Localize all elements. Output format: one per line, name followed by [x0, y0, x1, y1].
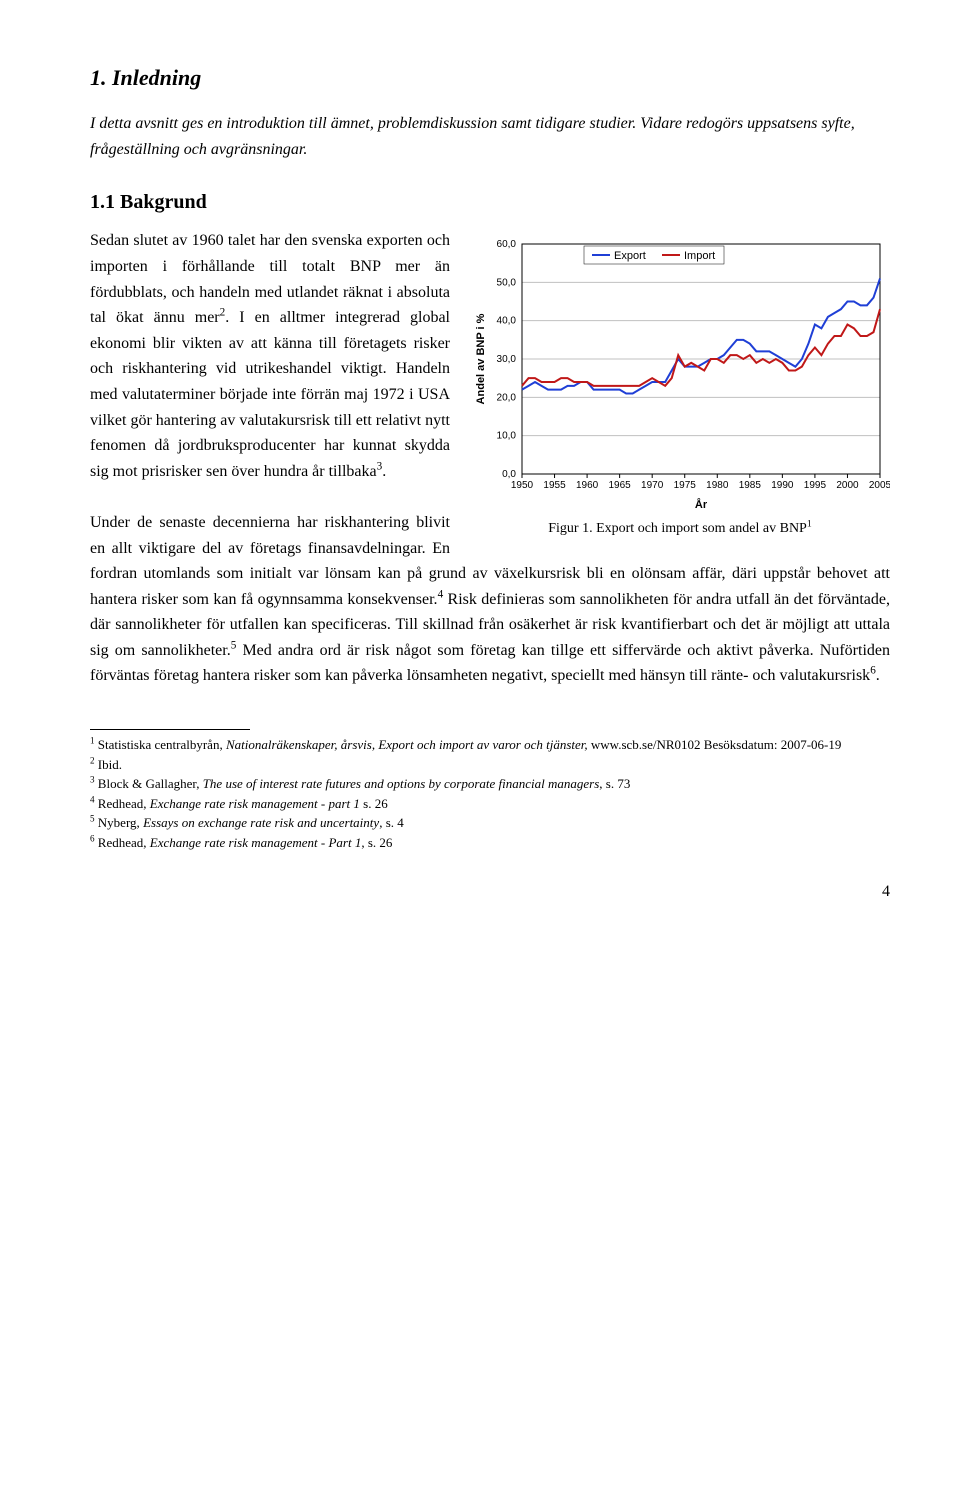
- page-number: 4: [90, 879, 890, 905]
- svg-text:50,0: 50,0: [497, 278, 517, 289]
- footnote-item: 3 Block & Gallagher, The use of interest…: [90, 775, 890, 793]
- svg-text:0,0: 0,0: [502, 469, 516, 480]
- line-chart: 0,0 10,0 20,0 30,0 40,0 50,0 60,0 1950 1955 1960 1…: [470, 234, 890, 514]
- svg-text:1960: 1960: [576, 480, 599, 491]
- heading-1: 1. Inledning: [90, 60, 890, 95]
- chart-caption-text: Figur 1. Export och import som andel av …: [548, 521, 807, 536]
- para-text: .: [382, 463, 386, 480]
- svg-text:1950: 1950: [511, 480, 534, 491]
- para-text: .: [876, 667, 880, 684]
- chart-caption: Figur 1. Export och import som andel av …: [470, 518, 890, 540]
- footnote-item: 2 Ibid.: [90, 756, 890, 774]
- svg-text:30,0: 30,0: [497, 354, 517, 365]
- svg-text:1995: 1995: [804, 480, 827, 491]
- chart-caption-sup: 1: [807, 519, 812, 530]
- para-text: . I en alltmer integrerad global ekonomi…: [90, 309, 450, 480]
- svg-text:Andel av BNP i %: Andel av BNP i %: [475, 314, 487, 405]
- svg-text:År: År: [695, 498, 708, 511]
- svg-text:Import: Import: [684, 250, 715, 262]
- footnotes: 1 Statistiska centralbyrån, Nationalräke…: [90, 736, 890, 851]
- svg-text:20,0: 20,0: [497, 393, 517, 404]
- svg-text:10,0: 10,0: [497, 431, 517, 442]
- svg-text:1980: 1980: [706, 480, 729, 491]
- svg-text:1965: 1965: [609, 480, 632, 491]
- footnote-item: 4 Redhead, Exchange rate risk management…: [90, 795, 890, 813]
- footnote-item: 1 Statistiska centralbyrån, Nationalräke…: [90, 736, 890, 754]
- svg-text:40,0: 40,0: [497, 316, 517, 327]
- chart-figure: 0,0 10,0 20,0 30,0 40,0 50,0 60,0 1950 1955 1960 1…: [470, 234, 890, 540]
- heading-2: 1.1 Bakgrund: [90, 186, 890, 218]
- svg-text:1985: 1985: [739, 480, 762, 491]
- svg-text:1975: 1975: [674, 480, 697, 491]
- footnote-rule: [90, 729, 250, 730]
- footnote-item: 6 Redhead, Exchange rate risk management…: [90, 834, 890, 852]
- svg-text:1970: 1970: [641, 480, 664, 491]
- svg-text:1955: 1955: [543, 480, 566, 491]
- svg-text:2005: 2005: [869, 480, 890, 491]
- svg-text:60,0: 60,0: [497, 239, 517, 250]
- intro-text: I detta avsnitt ges en introduktion till…: [90, 111, 890, 162]
- svg-text:1990: 1990: [771, 480, 794, 491]
- svg-text:2000: 2000: [836, 480, 859, 491]
- body-text: 0,0 10,0 20,0 30,0 40,0 50,0 60,0 1950 1955 1960 1…: [90, 228, 890, 689]
- footnote-item: 5 Nyberg, Essays on exchange rate risk a…: [90, 814, 890, 832]
- svg-text:Export: Export: [614, 250, 646, 262]
